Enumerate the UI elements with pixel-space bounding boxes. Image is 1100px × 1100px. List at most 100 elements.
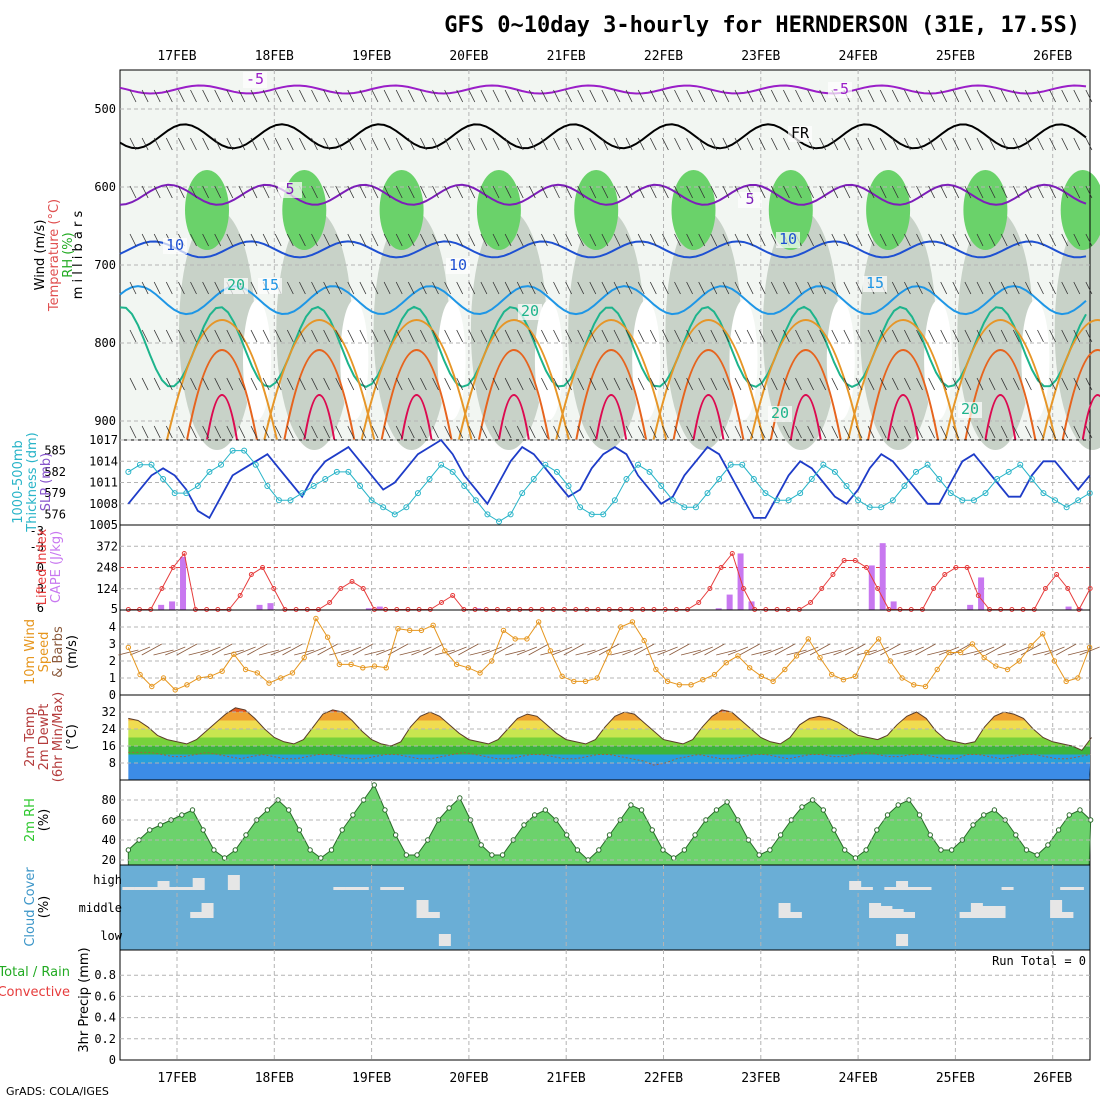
rh-marker [328, 847, 335, 853]
rh-marker [157, 822, 164, 828]
rh-marker [125, 847, 132, 853]
wind-barb [371, 233, 379, 247]
rh-shade-high [768, 170, 813, 250]
wind-speed-marker [313, 615, 319, 622]
wind-barb [783, 425, 790, 439]
rh-marker [371, 782, 377, 788]
rh-marker [799, 804, 805, 810]
panel-label-line: SLP (mb) [39, 453, 54, 512]
wind-barb [795, 89, 802, 103]
lifted-index-marker [1087, 586, 1093, 591]
wind-barb [964, 233, 972, 247]
cape-bar [180, 556, 187, 610]
wind-barb [528, 89, 536, 103]
wind-barb [541, 185, 548, 199]
wind-barb [1000, 233, 1008, 247]
rh-marker [863, 847, 869, 853]
wind-barb [831, 377, 839, 391]
wind-barb [1061, 425, 1069, 439]
wind-speed-marker [160, 675, 167, 681]
cloud-bar [333, 887, 346, 890]
rh-marker [179, 812, 185, 818]
wind-speed-marker [137, 671, 143, 678]
wind-barb [758, 281, 766, 295]
wind-barb-10m [973, 646, 995, 656]
y-tick-label: -3 [30, 524, 44, 538]
wind-speed-marker [782, 666, 788, 673]
rh-marker [189, 807, 196, 813]
cloud-background [120, 865, 1090, 950]
wind-barb [202, 425, 209, 439]
wind-barb [190, 89, 197, 103]
wind-barb [758, 233, 766, 247]
wind-speed-marker [1086, 644, 1093, 651]
wind-barb [528, 281, 536, 295]
wind-barb [758, 425, 766, 439]
wind-barb [480, 233, 488, 247]
wind-barb [795, 281, 802, 295]
wind-barb [202, 377, 209, 391]
thickness-marker [982, 490, 989, 497]
wind-barb [807, 425, 814, 439]
wind-barb [238, 329, 246, 343]
wind-speed-marker [371, 663, 378, 669]
wind-barb [383, 233, 391, 247]
y-tick-label: 4 [109, 620, 116, 634]
wind-barb [589, 329, 597, 343]
wind-barb [674, 89, 681, 103]
wind-barb-10m [411, 646, 432, 656]
temperature-contour [119, 84, 1087, 95]
temperature-contour-warm [457, 319, 570, 441]
wind-barb [1037, 137, 1044, 151]
thickness-marker [565, 483, 572, 490]
wind-barb [129, 329, 137, 343]
wind-barb [625, 329, 633, 343]
thickness-marker [704, 490, 711, 497]
date-tick-bottom: 22FEB [644, 1071, 683, 1086]
wind-barb [1061, 89, 1069, 103]
wind-barb [589, 233, 597, 247]
temperature-contour-warm [360, 319, 473, 441]
wind-barb [867, 329, 875, 343]
thickness-marker [414, 490, 421, 497]
panel-label-line: Wind (m/s) [33, 220, 48, 291]
wind-barb [1073, 89, 1081, 103]
wind-barb [311, 281, 318, 295]
wind-barb [649, 329, 657, 343]
wind-barb-10m [880, 643, 901, 656]
thickness-marker [785, 497, 792, 504]
top-date-axis: 17FEB 18FEB 19FEB 20FEB 21FEB 22FEB 23FEB 24FEB… [157, 49, 1072, 64]
y-tick-label: 0.4 [94, 1011, 116, 1025]
wind-barb [625, 89, 633, 103]
thickness-marker [970, 497, 977, 504]
wind-barb [528, 377, 536, 391]
wind-barb [698, 137, 706, 151]
rh-marker [777, 832, 784, 838]
wind-barb [250, 377, 258, 391]
wind-barb [662, 89, 669, 103]
wind-barb [214, 233, 222, 247]
wind-barb [129, 281, 137, 295]
cloud-bar [778, 903, 791, 918]
wind-barb [395, 137, 403, 151]
y-tick-label: 0 [109, 688, 116, 702]
thickness-marker [611, 497, 618, 504]
cloud-bar [789, 912, 802, 918]
rh-marker [628, 802, 634, 808]
wind-barb [238, 377, 246, 391]
cape-bar [879, 543, 886, 610]
wind-speed-line [127, 617, 1091, 691]
wind-barb [952, 185, 960, 199]
thickness-marker [1052, 497, 1059, 504]
rh-marker [713, 807, 720, 813]
lifted-index-marker [260, 565, 266, 570]
wind-barb [662, 377, 669, 391]
thickness-marker [519, 490, 526, 497]
thickness-marker [901, 483, 908, 490]
wind-barb-10m [891, 649, 913, 656]
wind-barb [988, 281, 996, 295]
wind-barb [734, 233, 742, 247]
wind-barb [492, 281, 500, 295]
rh-marker [296, 827, 303, 833]
wind-barb [420, 329, 427, 343]
